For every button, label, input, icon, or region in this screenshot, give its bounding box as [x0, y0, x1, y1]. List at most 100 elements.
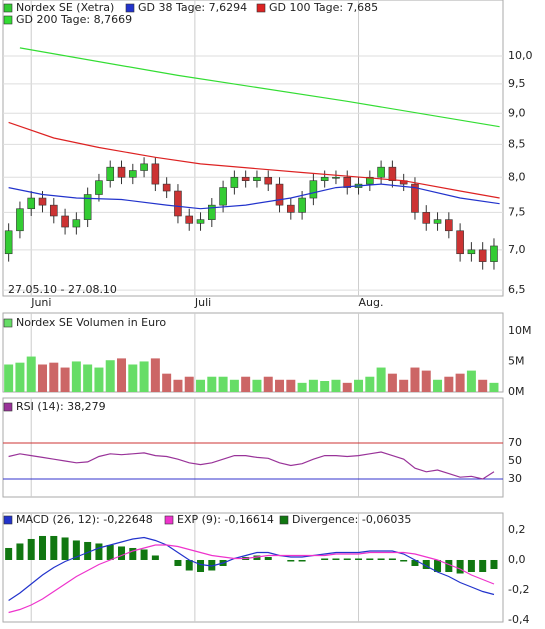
divergence-bar [84, 541, 92, 560]
line [8, 544, 495, 614]
volume-bar [263, 376, 273, 392]
y-tick-label: 5M [508, 354, 525, 367]
y-tick-label: 9,0 [508, 106, 526, 119]
candle-body [298, 197, 306, 213]
legend-swatch [279, 515, 289, 525]
candle-body [174, 190, 182, 217]
candle-body [230, 176, 239, 188]
divergence-bar [422, 559, 430, 570]
divergence-bar [321, 558, 329, 560]
volume-bar [184, 376, 194, 392]
volume-bar [320, 381, 330, 392]
candle-body [332, 176, 340, 179]
divergence-bar [61, 537, 69, 560]
divergence-bar [434, 559, 442, 573]
y-tick-label: 0,0 [508, 553, 526, 566]
candle-body [106, 166, 115, 181]
y-tick-label: 7,0 [508, 243, 526, 256]
divergence-bar [400, 559, 408, 562]
divergence-bar [411, 559, 419, 566]
divergence-bar [366, 558, 374, 560]
candle-body [117, 166, 126, 178]
volume-bar [150, 358, 160, 392]
legend-label: GD 200 Tage: 8,7669 [16, 13, 132, 26]
volume-bar [466, 370, 476, 392]
candle-body [16, 208, 24, 232]
divergence-bar [5, 547, 13, 560]
candle-body [445, 219, 453, 232]
line [8, 121, 500, 199]
y-tick-label: 50 [508, 454, 522, 467]
divergence-bar [208, 559, 216, 571]
volume-bar [173, 379, 183, 392]
candle-body [219, 187, 227, 206]
volume-bar [15, 362, 25, 392]
y-tick-label: 0,2 [508, 523, 526, 536]
legend-swatch [164, 515, 174, 525]
candle-body [196, 219, 205, 224]
volume-bar [117, 358, 127, 392]
candle-body [456, 230, 464, 255]
candle-body [95, 180, 103, 195]
candle-body [162, 183, 171, 192]
line [8, 536, 495, 601]
y-tick-label: 30 [508, 472, 522, 485]
volume-bar [365, 376, 375, 392]
candle-body [275, 183, 284, 206]
volume-bar [331, 379, 341, 392]
divergence-bar [197, 559, 205, 573]
divergence-bar [72, 540, 80, 560]
line [8, 183, 500, 210]
volume-bar [342, 382, 352, 392]
divergence-bar [355, 558, 363, 560]
volume-bar [444, 376, 454, 392]
line [8, 451, 495, 480]
y-tick-label: 10,0 [508, 49, 533, 62]
volume-bar [26, 356, 36, 392]
divergence-bar [174, 559, 182, 566]
candle-body [61, 215, 69, 228]
volume-bar [478, 379, 488, 392]
legend-swatch [125, 3, 135, 13]
divergence-bar [332, 558, 340, 560]
y-tick-label: -0,2 [508, 583, 529, 596]
volume-bar [433, 379, 443, 392]
volume-bar [94, 367, 104, 392]
volume-bar [229, 379, 239, 392]
volume-bar [49, 362, 59, 392]
candle-body [38, 197, 47, 206]
panel-frame [2, 512, 504, 623]
volume-bar [297, 382, 307, 392]
panel-frame [2, 397, 504, 498]
legend-label: RSI (14): 38,279 [16, 400, 106, 413]
panel-frame [2, 0, 504, 297]
divergence-bar [298, 559, 306, 562]
candle-body [366, 176, 374, 185]
candle-body [411, 183, 419, 213]
candle-body [422, 212, 431, 224]
candle-body [4, 230, 13, 255]
candle-body [72, 219, 81, 228]
volume-bar [421, 370, 431, 392]
line [19, 47, 500, 128]
legend-swatch [256, 3, 266, 13]
volume-bar [4, 364, 14, 392]
candle-body [377, 166, 385, 178]
divergence-bar [95, 543, 103, 560]
candle-body [208, 204, 216, 220]
candle-body [241, 176, 250, 181]
y-tick-label: 8,0 [508, 170, 526, 183]
legend-label: Divergence: -0,06035 [292, 513, 411, 526]
divergence-bar [467, 559, 475, 573]
volume-bar [218, 376, 228, 392]
y-tick-label: 7,5 [508, 205, 526, 218]
legend-label: Nordex SE Volumen in Euro [16, 316, 166, 329]
legend-swatch [3, 402, 13, 412]
divergence-bar [106, 544, 114, 560]
volume-bar [71, 361, 81, 392]
candle-body [467, 249, 476, 255]
divergence-bar [140, 549, 148, 560]
legend-label: EXP (9): -0,16614 [177, 513, 274, 526]
candle-body [185, 215, 194, 224]
